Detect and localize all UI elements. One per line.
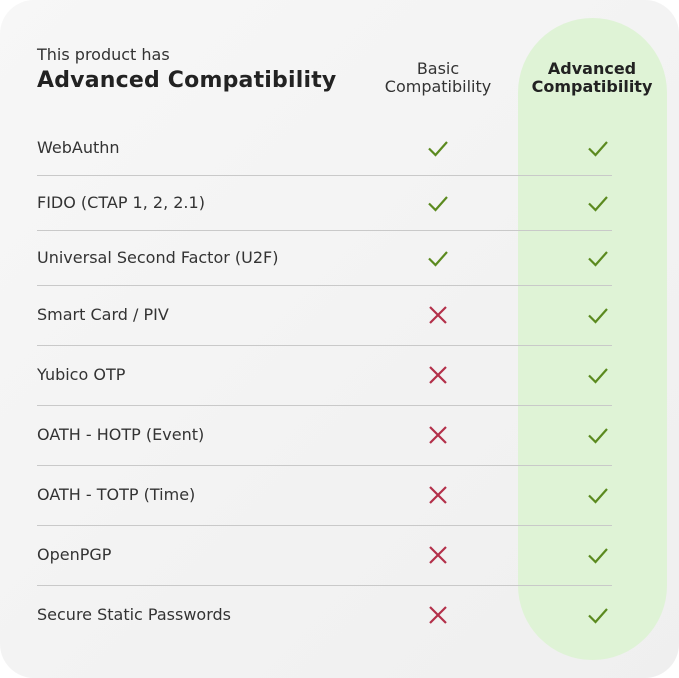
row-divider <box>37 230 612 231</box>
row-divider <box>37 345 612 346</box>
cross-icon <box>427 364 449 386</box>
feature-label: Secure Static Passwords <box>37 605 231 624</box>
check-icon <box>587 484 609 506</box>
cross-icon <box>427 424 449 446</box>
check-icon <box>587 604 609 626</box>
row-divider <box>37 465 612 466</box>
cross-icon <box>427 544 449 566</box>
check-icon <box>587 544 609 566</box>
check-icon <box>587 247 609 269</box>
check-icon <box>587 137 609 159</box>
advanced-column-highlight <box>518 18 667 660</box>
intro-text: This product has <box>37 45 170 64</box>
table-row: OpenPGP <box>37 545 612 565</box>
cross-icon <box>427 604 449 626</box>
column-header-advanced: Advanced Compatibility <box>517 60 667 96</box>
table-row: WebAuthn <box>37 138 612 158</box>
table-row: OATH - HOTP (Event) <box>37 425 612 445</box>
column-header-advanced-line1: Advanced <box>547 59 637 78</box>
feature-label: OATH - TOTP (Time) <box>37 485 196 504</box>
check-icon <box>587 304 609 326</box>
check-icon <box>427 192 449 214</box>
table-row: Smart Card / PIV <box>37 305 612 325</box>
row-divider <box>37 525 612 526</box>
page-title: Advanced Compatibility <box>37 68 337 93</box>
column-header-basic-line1: Basic <box>416 59 460 78</box>
table-row: Secure Static Passwords <box>37 605 612 625</box>
check-icon <box>427 137 449 159</box>
check-icon <box>587 424 609 446</box>
table-row: OATH - TOTP (Time) <box>37 485 612 505</box>
feature-label: Universal Second Factor (U2F) <box>37 248 279 267</box>
feature-label: Smart Card / PIV <box>37 305 169 324</box>
check-icon <box>587 364 609 386</box>
table-row: FIDO (CTAP 1, 2, 2.1) <box>37 193 612 213</box>
row-divider <box>37 585 612 586</box>
cross-icon <box>427 484 449 506</box>
column-header-basic: Basic Compatibility <box>363 60 513 96</box>
row-divider <box>37 175 612 176</box>
feature-label: WebAuthn <box>37 138 120 157</box>
row-divider <box>37 405 612 406</box>
feature-label: OATH - HOTP (Event) <box>37 425 205 444</box>
feature-label: FIDO (CTAP 1, 2, 2.1) <box>37 193 205 212</box>
column-header-advanced-line2: Compatibility <box>531 77 653 96</box>
table-row: Yubico OTP <box>37 365 612 385</box>
check-icon <box>587 192 609 214</box>
table-row: Universal Second Factor (U2F) <box>37 248 612 268</box>
feature-label: OpenPGP <box>37 545 112 564</box>
row-divider <box>37 285 612 286</box>
check-icon <box>427 247 449 269</box>
feature-label: Yubico OTP <box>37 365 126 384</box>
column-header-basic-line2: Compatibility <box>384 77 492 96</box>
cross-icon <box>427 304 449 326</box>
